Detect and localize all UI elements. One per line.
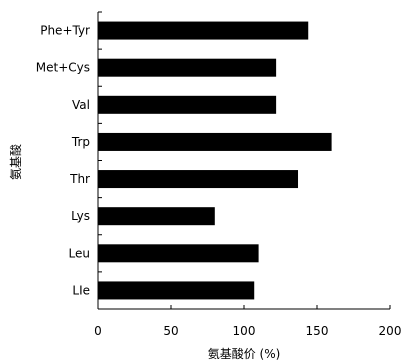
bar-lys	[98, 207, 215, 226]
x-axis-title: 氨基酸价 (%)	[208, 346, 281, 361]
y-tick-label: Trp	[71, 135, 90, 149]
y-tick-label: LIe	[72, 283, 90, 297]
y-axis: Phe+Tyr Met+Cys Val Trp Thr Lys Leu LIe	[36, 11, 102, 310]
bar-thr	[98, 170, 299, 189]
x-tick-label: 200	[379, 324, 401, 338]
y-tick-label: Leu	[69, 246, 90, 260]
bar-met-cys	[98, 58, 277, 77]
x-axis: 0 50 100 150 200	[94, 305, 401, 338]
x-tick-label: 150	[306, 324, 329, 338]
x-tick-label: 100	[233, 324, 256, 338]
x-tick-label: 0	[94, 324, 102, 338]
y-tick-label: Lys	[71, 209, 90, 223]
bars-group	[98, 21, 332, 300]
bar-leu	[98, 244, 259, 263]
bar-phe-tyr	[98, 21, 309, 40]
y-tick-label: Val	[72, 98, 90, 112]
y-axis-title: 氨基酸	[8, 144, 23, 180]
y-tick-label: Thr	[69, 172, 90, 186]
bar-val	[98, 95, 277, 114]
x-tick-label: 50	[163, 324, 178, 338]
bar-trp	[98, 132, 332, 151]
bar-lie	[98, 281, 255, 300]
y-tick-label: Met+Cys	[36, 61, 90, 75]
y-tick-label: Phe+Tyr	[40, 24, 90, 38]
